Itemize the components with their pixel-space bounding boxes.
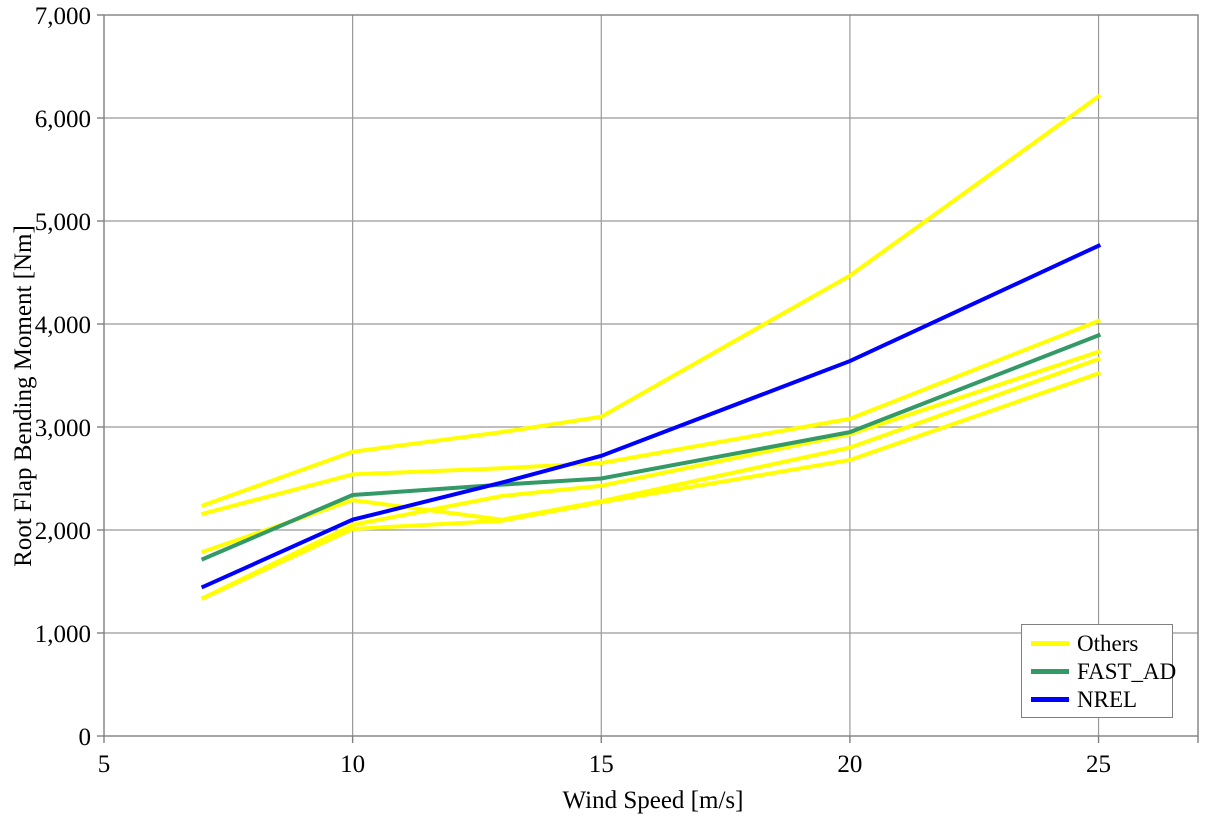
y-tick-label: 6,000 (35, 106, 91, 133)
series-line-others (200, 93, 1102, 508)
y-tick-label: 1,000 (35, 621, 91, 648)
y-tick-label: 5,000 (35, 209, 91, 236)
x-tick-label: 10 (340, 751, 365, 778)
series-line-others (200, 349, 1102, 601)
series-line-others (200, 370, 1102, 601)
legend-item-nrel: NREL (1031, 688, 1168, 711)
x-axis-title: Wind Speed [m/s] (562, 787, 744, 814)
x-tick-label: 20 (837, 751, 862, 778)
x-tick-label: 5 (98, 751, 111, 778)
legend-swatch-fast-ad-icon (1031, 668, 1069, 674)
y-tick-label: 0 (79, 724, 92, 751)
y-tick-label: 4,000 (35, 312, 91, 339)
y-tick-label: 2,000 (35, 518, 91, 545)
y-tick-label: 7,000 (35, 3, 91, 30)
y-tick-label: 3,000 (35, 415, 91, 442)
y-axis-title: Root Flap Bending Moment [Nm] (10, 225, 37, 567)
legend-item-others: Others (1031, 632, 1168, 655)
legend-item-fast-ad: FAST_AD (1031, 660, 1176, 683)
series-line-nrel (200, 243, 1102, 590)
legend-label-nrel: NREL (1077, 686, 1138, 712)
x-tick-label: 25 (1086, 751, 1111, 778)
legend: Others FAST_AD NREL (1021, 624, 1176, 718)
x-tick-label: 15 (589, 751, 614, 778)
legend-swatch-nrel-icon (1031, 696, 1069, 702)
legend-label-fast-ad: FAST_AD (1077, 658, 1177, 684)
series-line-others (201, 318, 1102, 516)
legend-swatch-others-icon (1031, 640, 1069, 646)
legend-label-others: Others (1077, 630, 1139, 656)
series-line-fast-ad (200, 332, 1102, 562)
